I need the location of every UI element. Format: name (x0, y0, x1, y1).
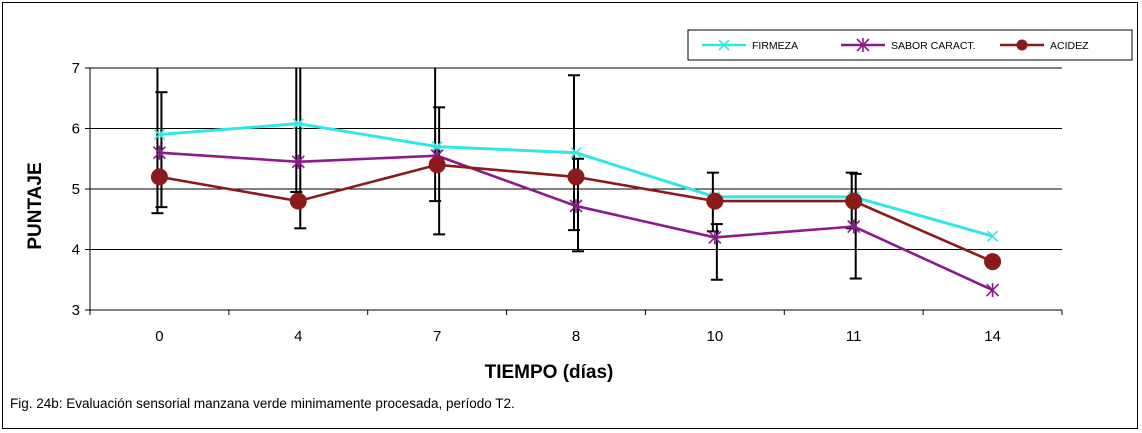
x-axis-label: TIEMPO (días) (485, 362, 614, 383)
legend-label: SABOR CARACT. (891, 40, 976, 52)
data-point (986, 283, 1000, 298)
data-point (570, 147, 582, 159)
figure-caption: Fig. 24b: Evaluación sensorial manzana v… (10, 396, 515, 411)
error-bar (710, 223, 723, 281)
legend-box (687, 29, 1133, 61)
y-axis-label: PUNTAJE (25, 162, 46, 249)
data-point (153, 128, 165, 141)
data-point (987, 230, 999, 242)
data-point (569, 198, 583, 213)
error-bar (429, 68, 442, 203)
data-point (289, 192, 307, 210)
y-tick-label: 4 (72, 242, 80, 259)
error-bar (290, 68, 303, 194)
legend-marker (718, 39, 730, 51)
x-tick-label: 0 (155, 328, 163, 345)
data-point (291, 154, 305, 169)
x-tick-label: 4 (294, 328, 302, 345)
y-tick-label: 3 (72, 302, 80, 319)
data-point (984, 253, 1002, 271)
data-point (150, 168, 168, 186)
data-point (708, 230, 722, 245)
x-tick-label: 14 (984, 328, 1001, 345)
series-layer (150, 68, 1002, 298)
x-tick-label: 11 (846, 328, 862, 345)
axis-layer: 3 4 5 6 7 0 4 7 8 10 11 14 (72, 60, 1063, 345)
data-point (431, 141, 443, 153)
data-point (428, 156, 446, 174)
y-tick-label: 7 (72, 60, 80, 77)
data-point (292, 118, 304, 130)
legend-marker (1016, 39, 1028, 51)
legend-label: FIRMEZA (752, 40, 798, 52)
legend-label: ACIDEZ (1050, 40, 1089, 52)
data-point (845, 192, 863, 210)
y-tick-label: 6 (72, 121, 80, 138)
data-point (847, 219, 861, 234)
data-point (567, 168, 585, 186)
x-tick-label: 7 (433, 328, 441, 345)
data-point (152, 145, 166, 160)
data-point (706, 192, 724, 210)
y-tick-label: 5 (72, 181, 80, 198)
legend: FIRMEZA SABOR CARACT. ACIDEZ (687, 29, 1133, 61)
x-tick-label: 8 (572, 328, 580, 345)
error-bar (151, 68, 164, 215)
x-tick-label: 10 (707, 328, 724, 345)
legend-marker (856, 38, 870, 52)
